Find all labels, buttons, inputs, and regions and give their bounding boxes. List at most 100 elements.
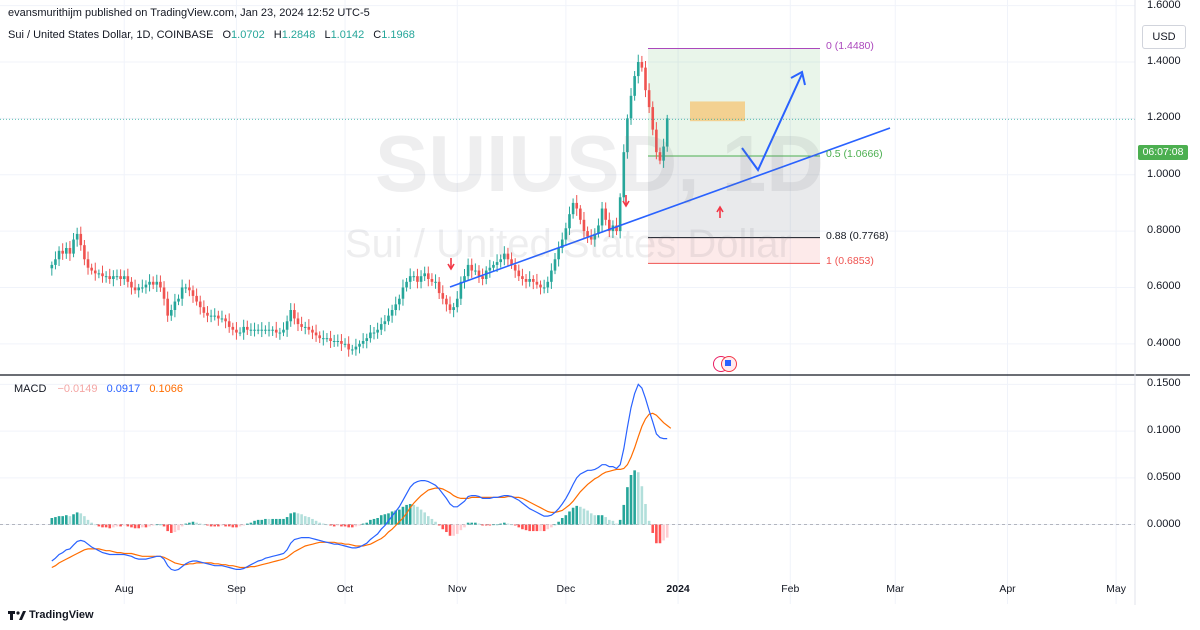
macd-histogram-bar [354,524,358,527]
macd-histogram-bar [227,524,231,527]
candle-body [626,118,629,153]
price-axis-label: 1.4000 [1147,55,1181,67]
macd-histogram-bar [662,524,665,541]
macd-histogram-bar [65,515,68,525]
macd-histogram-bar [217,524,220,527]
macd-histogram-bar [303,516,307,525]
macd-axis-label: 0.1500 [1147,377,1181,390]
macd-histogram-bar [151,524,155,526]
fib-retracement [648,47,820,264]
macd-histogram-bar [647,520,651,525]
currency-button[interactable]: USD [1142,25,1186,49]
candle-body [72,239,75,254]
fib-level-label: 0 (1.4480) [826,40,874,53]
candle-body [231,326,235,330]
macd-histogram-bar [358,524,361,526]
macd-histogram-bar [195,522,198,525]
candle-body [405,281,408,288]
candle-body [137,287,140,291]
candle-body [560,239,564,248]
macd-histogram-bar [144,524,148,528]
candle-body [282,329,285,333]
price-axis-label: 0.8000 [1147,224,1181,237]
macd-histogram-bar [86,519,90,525]
symbol-legend[interactable]: Sui / United States Dollar, 1D, COINBASE… [8,29,415,41]
macd-histogram-bar [423,512,426,525]
macd-histogram-bar [249,522,253,525]
macd-legend-title: MACD [14,383,47,395]
macd-histogram-bar [188,522,191,525]
macd-histogram-bar [655,524,658,544]
candle-body [166,298,169,316]
macd-histogram-bar [626,487,629,525]
footer-brand[interactable]: TradingView [8,609,94,621]
candle-body [408,276,412,282]
trendline [449,127,891,288]
macd-histogram-bar [644,503,647,525]
candle-body [463,276,466,282]
candle-body [253,329,256,331]
candle-body [383,321,387,325]
macd-histogram-bar [589,513,593,525]
candle-body [579,208,582,220]
macd-histogram-bar [72,514,75,525]
calendar-events-icon[interactable] [713,356,739,372]
macd-histogram-bar [133,524,137,529]
candle-body [61,250,64,254]
macd-histogram-bar [307,517,311,525]
macd-histogram-bar [419,509,423,525]
macd-histogram-bar [271,518,274,525]
candle-body [332,341,336,342]
candle-body [274,329,278,333]
price-axis-label: 0.6000 [1147,280,1181,293]
macd-histogram-bar [387,513,390,525]
candle-body [531,279,535,282]
macd-histogram-bar [506,523,510,525]
candle-body [115,276,119,278]
candle-body [452,307,455,310]
macd-histogram-bar [376,518,379,525]
macd-histogram-bar [238,524,242,527]
candle-body [97,273,101,275]
macd-histogram-bar [463,524,466,528]
candle-body [394,304,398,310]
macd-histogram-bar [289,513,293,525]
macd-histogram-bar [455,524,459,534]
macd-histogram-bar [104,524,108,528]
macd-histogram-bar [119,524,122,527]
candle-body [285,321,289,330]
candle-body [539,284,542,288]
macd-histogram-bar [311,518,314,525]
macd-histogram-bar [173,524,177,533]
candle-body [401,287,405,299]
macd-histogram-bar [408,503,412,525]
macd-histogram-bar [79,513,83,525]
macd-histogram-bar [336,524,340,526]
macd-histogram-bar [474,522,477,525]
candle-body [441,293,445,299]
macd-histogram-bar [246,523,249,525]
macd-histogram-bar [416,506,419,525]
macd-histogram-bar [557,521,560,525]
candle-body [242,326,245,333]
macd-histogram-bar [206,524,209,526]
candle-body [474,270,477,272]
candle-body [213,315,217,317]
candle-body [387,315,390,322]
candle-body [347,343,350,350]
macd-histogram-bar [539,524,542,532]
macd-histogram-bar [524,524,528,531]
candle-body [271,329,274,331]
macd-histogram-bar [398,509,401,525]
footer-brand-label: TradingView [29,609,94,621]
candle-body [177,298,180,302]
candle-body [144,284,148,288]
candle-body [542,287,546,289]
candle-body [597,225,600,234]
macd-histogram-bar [137,524,140,529]
macd-legend[interactable]: MACD −0.0149 0.0917 0.1066 [14,383,183,395]
candle-body [575,202,579,209]
candle-body [303,326,307,328]
macd-histogram-bar [636,472,640,525]
